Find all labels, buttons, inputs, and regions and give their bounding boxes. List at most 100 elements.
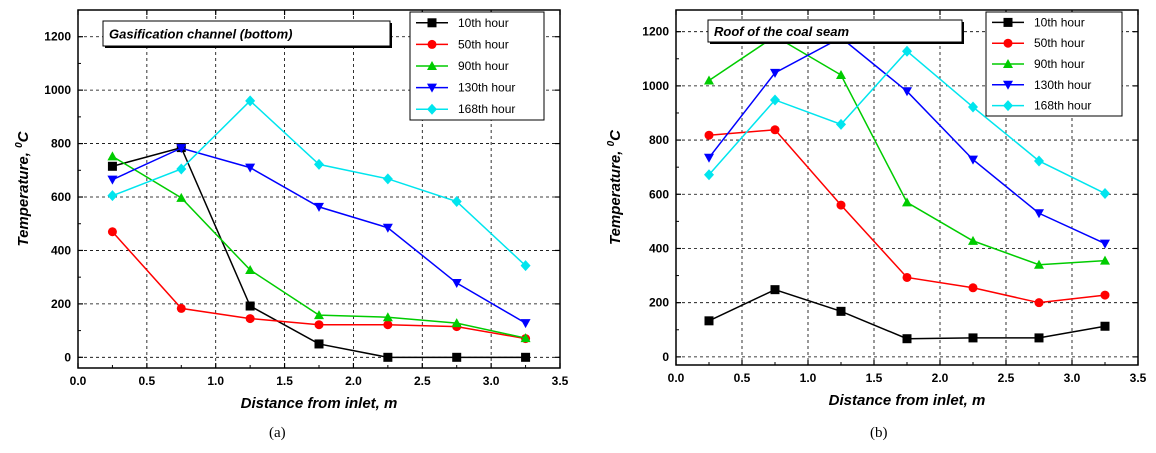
- x-tick-label: 1.5: [866, 371, 883, 385]
- y-tick-label: 0: [64, 350, 71, 364]
- title-box: [707, 19, 963, 43]
- data-point: [968, 101, 978, 113]
- data-point: [382, 173, 393, 185]
- legend-marker: [1003, 38, 1013, 48]
- data-point: [770, 94, 780, 106]
- chart-b: 0.0 0.5 1.0 1.5 2.0 2.5 3.0 3.5 0 200 400 600 800 100…: [606, 9, 1147, 409]
- legend-marker: [427, 61, 437, 70]
- title-box: [102, 20, 391, 47]
- data-point: [1034, 155, 1044, 167]
- data-point: [704, 75, 714, 85]
- chart-panel-b: 0.0 0.5 1.0 1.5 2.0 2.5 3.0 3.5 0 200 400 600 800 100…: [578, 0, 1156, 453]
- data-point: [1034, 259, 1044, 269]
- legend-marker: [1003, 17, 1013, 27]
- data-point: [1100, 255, 1110, 265]
- legend-marker: [1003, 59, 1013, 68]
- series-168th-hour: [107, 95, 531, 272]
- legend-label: 90th hour: [458, 59, 509, 73]
- y-axis-title-text: Temperature,: [607, 146, 624, 245]
- x-axis-title: Distance from inlet, m: [241, 395, 398, 412]
- x-tick-label: 3.0: [483, 374, 500, 388]
- legend-label: 90th hour: [1034, 57, 1085, 71]
- legend-marker: [427, 83, 437, 93]
- y-tick-label: 0: [662, 350, 669, 364]
- legend-label: 50th hour: [1034, 36, 1085, 50]
- y-tick-label: 200: [51, 297, 71, 311]
- data-point: [451, 318, 462, 328]
- data-point: [245, 314, 255, 324]
- data-point: [1100, 239, 1110, 249]
- legend-label: 130th hour: [1034, 78, 1091, 92]
- chart-a: 0.0 0.5 1.0 1.5 2.0 2.5 3.0 3.5 0 200 400 600 800 100…: [14, 9, 569, 412]
- legend-marker: [427, 18, 437, 28]
- data-point: [314, 320, 324, 330]
- x-tick-label: 1.0: [207, 374, 224, 388]
- y-axis-title-unit: C: [607, 129, 624, 141]
- y-tick-label: 200: [649, 296, 669, 310]
- legend-label: 10th hour: [1034, 15, 1085, 29]
- legend-label: 168th hour: [1034, 99, 1091, 113]
- x-tick-label: 1.0: [800, 371, 817, 385]
- data-point: [314, 310, 324, 320]
- data-point: [314, 158, 324, 170]
- series-168th-hour: [704, 45, 1110, 199]
- chart-title: Roof of the coal seam: [714, 24, 850, 39]
- data-point: [107, 151, 118, 161]
- y-tick-label: 1000: [642, 79, 669, 93]
- x-tick-label: 2.5: [998, 371, 1015, 385]
- legend-label: 10th hour: [458, 16, 509, 30]
- legend-label: 50th hour: [458, 37, 509, 51]
- legend-label: 168th hour: [458, 102, 515, 116]
- data-point: [1034, 333, 1044, 343]
- x-tick-label: 2.5: [414, 374, 431, 388]
- data-point: [770, 68, 780, 78]
- x-tick-label: 0.0: [70, 374, 87, 388]
- data-point: [836, 306, 846, 316]
- series-10th-hour: [704, 285, 1110, 344]
- legend: 10th hour 50th hour 90th hour 130th hour 168…: [985, 11, 1123, 117]
- y-axis-title-sup: 0: [14, 142, 25, 148]
- legend-marker: [427, 39, 437, 49]
- data-point: [1100, 290, 1110, 300]
- data-point: [452, 352, 462, 362]
- y-tick-label: 600: [649, 187, 669, 201]
- data-point: [245, 301, 255, 311]
- legend-item: 50th hour: [416, 37, 509, 51]
- x-tick-label: 0.5: [734, 371, 751, 385]
- data-point: [770, 125, 780, 135]
- data-point: [382, 312, 393, 322]
- data-point: [451, 196, 462, 208]
- caption-b: (b): [870, 425, 888, 441]
- data-point: [704, 316, 714, 326]
- data-point: [902, 334, 912, 344]
- data-point: [968, 283, 978, 293]
- data-point: [521, 352, 531, 362]
- data-point: [1034, 209, 1044, 219]
- data-point: [1034, 298, 1044, 308]
- legend-marker: [1003, 100, 1013, 112]
- legend-item: 90th hour: [992, 57, 1085, 71]
- data-point: [968, 235, 978, 245]
- y-tick-label: 1000: [44, 83, 71, 97]
- data-point: [107, 161, 117, 171]
- data-point: [382, 223, 393, 233]
- x-tick-label: 2.0: [932, 371, 949, 385]
- x-axis-title: Distance from inlet, m: [829, 392, 986, 409]
- data-point: [902, 197, 912, 207]
- data-point: [245, 95, 256, 107]
- legend-item: 50th hour: [992, 36, 1085, 50]
- legend-item: 90th hour: [416, 59, 509, 73]
- legend-item: 130th hour: [992, 78, 1091, 92]
- y-tick-label: 1200: [642, 25, 669, 39]
- legend-item: 130th hour: [416, 81, 515, 95]
- data-point: [107, 175, 118, 185]
- y-tick-label: 400: [51, 243, 71, 257]
- data-point: [451, 279, 462, 289]
- x-tick-label: 3.0: [1064, 371, 1081, 385]
- chart-panel-a: 0.0 0.5 1.0 1.5 2.0 2.5 3.0 3.5 0 200 400 600 800 100…: [14, 9, 569, 441]
- legend-item: 10th hour: [992, 15, 1085, 29]
- data-point: [520, 319, 531, 329]
- y-tick-label: 800: [649, 133, 669, 147]
- data-point: [836, 118, 846, 130]
- data-point: [704, 169, 714, 181]
